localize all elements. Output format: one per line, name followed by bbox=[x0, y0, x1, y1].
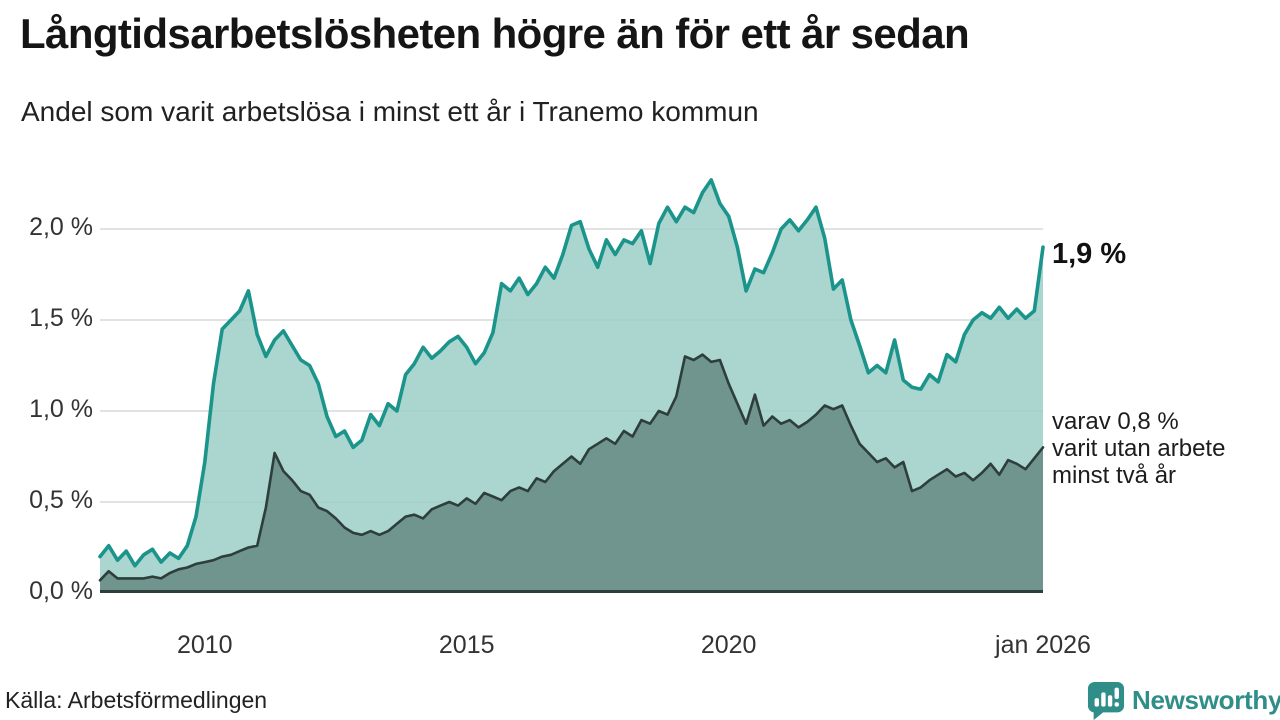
y-axis-label: 1,0 % bbox=[29, 395, 93, 423]
annotation-line-2: varit utan arbete bbox=[1052, 435, 1226, 462]
x-axis-label: 2010 bbox=[176, 631, 233, 659]
area-series-2 bbox=[100, 354, 1043, 593]
exclamation-dot bbox=[1114, 702, 1119, 707]
end-value-label-2yr: varav 0,8 % varit utan arbete minst två … bbox=[1052, 408, 1225, 489]
source-attribution: Källa: Arbetsförmedlingen bbox=[5, 687, 268, 713]
y-axis-label: 0,0 % bbox=[29, 577, 93, 605]
page-title: Långtidsarbetslösheten högre än för ett … bbox=[20, 10, 970, 57]
newsworthy-wordmark: Newsworthy bbox=[1132, 684, 1280, 715]
bar-2 bbox=[1101, 692, 1106, 707]
x-axis-label: jan 2026 bbox=[995, 631, 1091, 659]
bubble-shape bbox=[1087, 681, 1125, 720]
y-axis-label: 0,5 % bbox=[29, 486, 93, 514]
bar-3 bbox=[1107, 695, 1113, 707]
x-axis-label: 2015 bbox=[438, 631, 495, 659]
y-axis-label: 1,5 % bbox=[29, 304, 93, 332]
annotation-line-1: varav 0,8 % bbox=[1052, 408, 1179, 435]
line-series-2 bbox=[98, 353, 1045, 582]
area-chart bbox=[98, 178, 1045, 593]
newsworthy-logo: Newsworthy bbox=[1087, 680, 1280, 720]
annotation-line-3: minst två år bbox=[1052, 462, 1177, 489]
newsworthy-bubble-chart-icon bbox=[1087, 681, 1125, 720]
y-axis-label: 2,0 % bbox=[29, 213, 93, 241]
bar-1 bbox=[1094, 698, 1099, 707]
line-series-1 bbox=[98, 178, 1045, 568]
x-axis-label: 2020 bbox=[700, 631, 757, 659]
end-value-label-1yr: 1,9 % bbox=[1052, 238, 1127, 270]
exclamation-bar bbox=[1114, 687, 1119, 700]
page-subtitle: Andel som varit arbetslösa i minst ett å… bbox=[21, 96, 759, 127]
